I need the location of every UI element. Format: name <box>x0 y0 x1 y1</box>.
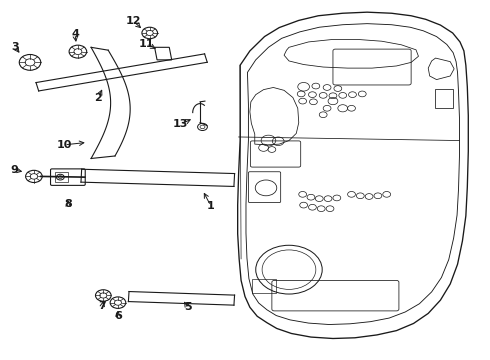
Bar <box>55 172 68 182</box>
Text: 6: 6 <box>114 311 122 320</box>
Text: 4: 4 <box>71 29 79 39</box>
Text: 7: 7 <box>98 301 106 311</box>
Text: 2: 2 <box>95 93 102 103</box>
Text: 3: 3 <box>12 42 19 52</box>
Text: 11: 11 <box>139 39 154 49</box>
Bar <box>252 279 276 293</box>
Text: 10: 10 <box>56 140 72 150</box>
Text: 13: 13 <box>173 120 188 129</box>
Text: 8: 8 <box>64 199 72 209</box>
Bar <box>435 89 453 108</box>
Text: 9: 9 <box>10 165 18 175</box>
Text: 12: 12 <box>126 17 141 27</box>
Text: 5: 5 <box>184 302 192 312</box>
Text: 1: 1 <box>207 201 215 211</box>
